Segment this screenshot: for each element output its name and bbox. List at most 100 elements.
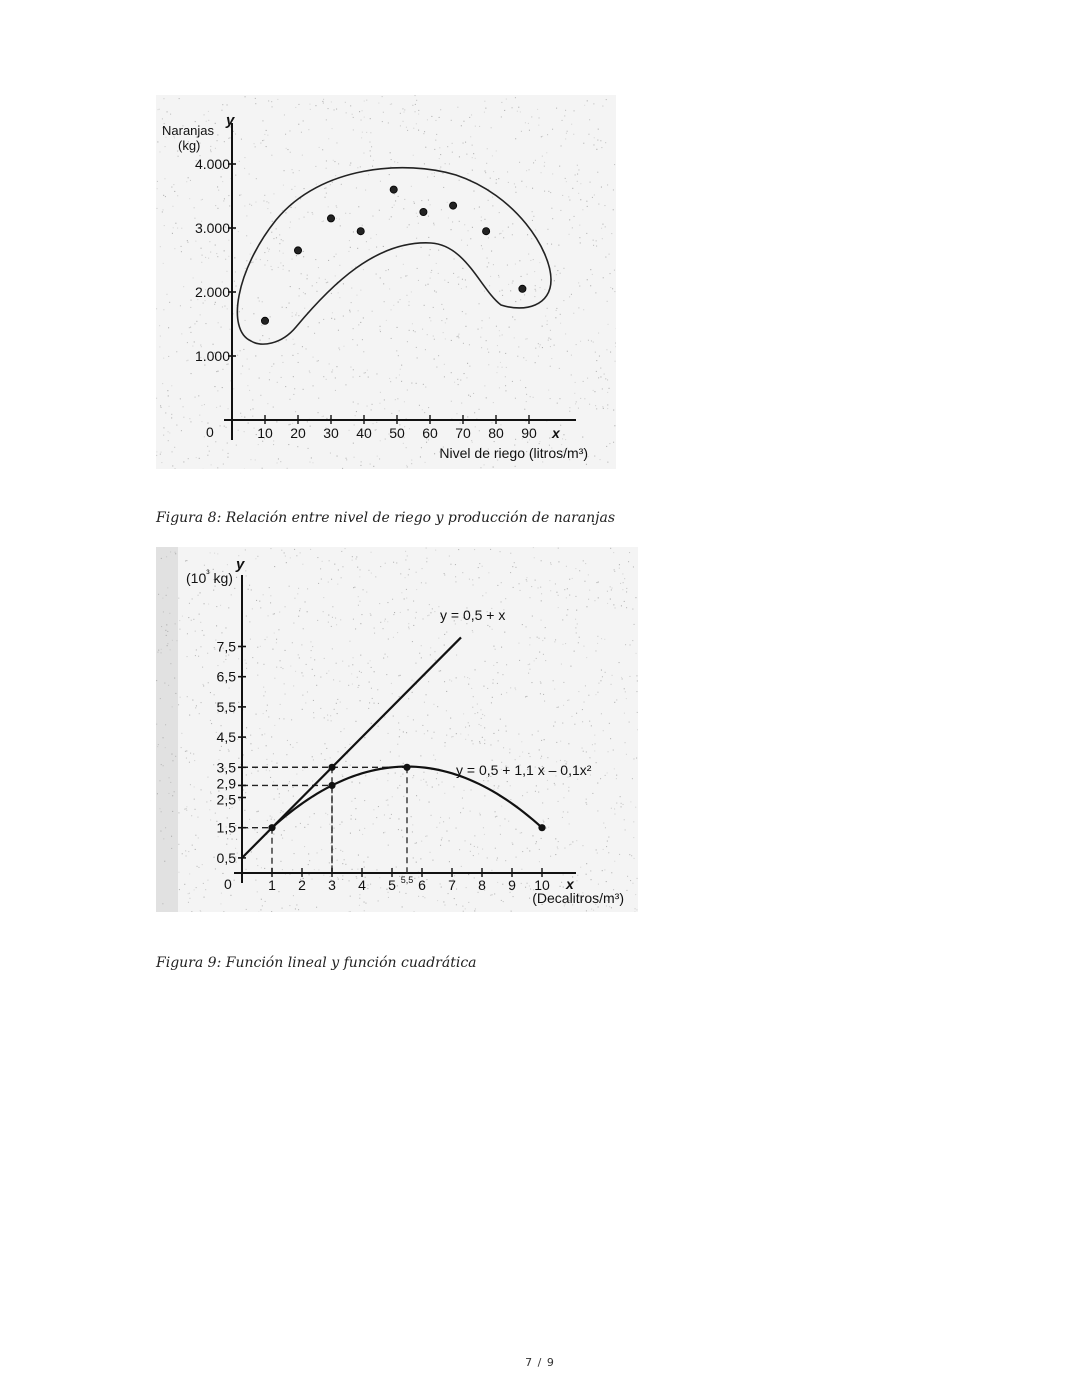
noise-dot — [386, 674, 388, 676]
noise-dot — [520, 882, 522, 884]
noise-dot — [487, 687, 489, 689]
noise-dot — [201, 630, 203, 632]
noise-dot — [156, 793, 158, 795]
noise-dot — [299, 608, 301, 610]
noise-dot — [259, 339, 261, 341]
noise-dot — [171, 639, 173, 641]
noise-dot — [469, 678, 471, 680]
noise-dot — [361, 883, 363, 885]
noise-dot — [434, 611, 436, 613]
y-tick-label: 0,5 — [217, 850, 237, 866]
noise-dot — [406, 466, 408, 468]
noise-dot — [189, 418, 191, 420]
noise-dot — [419, 456, 421, 458]
noise-dot — [217, 256, 219, 258]
noise-dot — [525, 359, 527, 361]
noise-dot — [377, 725, 379, 727]
noise-dot — [167, 440, 169, 442]
noise-dot — [446, 631, 448, 633]
noise-dot — [160, 648, 162, 650]
noise-dot — [621, 676, 623, 678]
noise-dot — [350, 814, 352, 816]
noise-dot — [636, 675, 638, 677]
noise-dot — [255, 434, 257, 436]
noise-dot — [534, 579, 536, 581]
noise-dot — [227, 452, 229, 454]
noise-dot — [351, 868, 353, 870]
noise-dot — [352, 657, 354, 659]
noise-dot — [297, 361, 299, 363]
noise-dot — [523, 357, 525, 359]
noise-dot — [577, 874, 579, 876]
noise-dot — [604, 226, 606, 228]
noise-dot — [509, 891, 511, 893]
noise-dot — [531, 586, 533, 588]
noise-dot — [456, 413, 458, 415]
noise-dot — [199, 592, 201, 594]
noise-dot — [371, 310, 373, 312]
noise-dot — [489, 177, 491, 179]
noise-dot — [391, 693, 393, 695]
noise-dot — [587, 339, 589, 341]
noise-dot — [534, 159, 536, 161]
noise-dot — [429, 249, 431, 251]
noise-dot — [584, 685, 586, 687]
noise-dot — [284, 555, 286, 557]
noise-dot — [492, 682, 494, 684]
noise-dot — [254, 459, 256, 461]
noise-dot — [467, 734, 469, 736]
noise-dot — [531, 211, 533, 213]
noise-dot — [269, 316, 271, 318]
noise-dot — [357, 310, 359, 312]
noise-dot — [535, 841, 537, 843]
noise-dot — [472, 743, 474, 745]
noise-dot — [493, 732, 495, 734]
noise-dot — [606, 300, 608, 302]
noise-dot — [304, 601, 306, 603]
noise-dot — [174, 551, 176, 553]
x-tick-label: 50 — [389, 425, 405, 441]
noise-dot — [460, 865, 462, 867]
noise-dot — [510, 552, 512, 554]
noise-dot — [614, 808, 616, 810]
noise-dot — [432, 859, 434, 861]
noise-dot — [255, 258, 257, 260]
noise-dot — [310, 548, 312, 550]
x-tick-label: 80 — [488, 425, 504, 441]
y-axis-label: (10³ kg) — [186, 569, 233, 586]
noise-dot — [467, 362, 469, 364]
noise-dot — [505, 725, 507, 727]
noise-dot — [397, 398, 399, 400]
noise-dot — [521, 438, 523, 440]
noise-dot — [363, 152, 365, 154]
noise-dot — [524, 453, 526, 455]
noise-dot — [214, 122, 216, 124]
noise-dot — [551, 207, 553, 209]
noise-dot — [621, 678, 623, 680]
noise-dot — [607, 391, 609, 393]
noise-dot — [574, 723, 576, 725]
noise-dot — [214, 812, 216, 814]
noise-dot — [457, 335, 459, 337]
noise-dot — [233, 879, 235, 881]
noise-dot — [355, 628, 357, 630]
noise-dot — [574, 392, 576, 394]
noise-dot — [520, 275, 522, 277]
noise-dot — [285, 133, 287, 135]
noise-dot — [374, 632, 376, 634]
noise-dot — [246, 260, 248, 262]
series-linear-label: y = 0,5 + x — [440, 607, 505, 623]
noise-dot — [291, 188, 293, 190]
noise-dot — [458, 283, 460, 285]
noise-dot — [177, 150, 179, 152]
noise-dot — [557, 800, 559, 802]
noise-dot — [394, 772, 396, 774]
noise-dot — [600, 186, 602, 188]
noise-dot — [255, 103, 257, 105]
noise-dot — [245, 908, 247, 910]
noise-dot — [482, 248, 484, 250]
noise-dot — [406, 555, 408, 557]
noise-dot — [622, 573, 624, 575]
noise-dot — [283, 683, 285, 685]
noise-dot — [546, 243, 548, 245]
